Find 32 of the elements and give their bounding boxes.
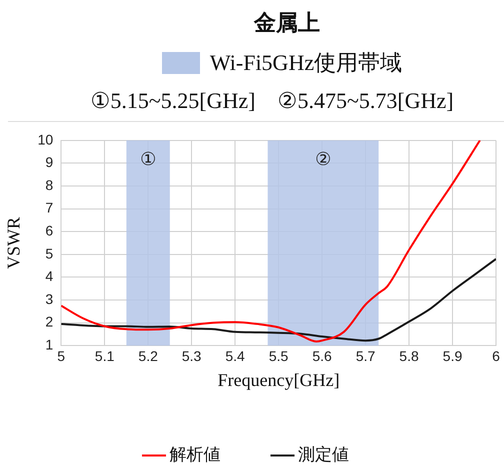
legend-label: 測定値: [298, 444, 349, 465]
y-tick-label: 5: [45, 245, 54, 262]
x-tick-label: 5.4: [225, 348, 246, 364]
text: ①5.15~5.25[GHz] ②5.475~5.73[GHz]: [89, 87, 455, 115]
x-tick-label: 5.3: [182, 348, 202, 364]
x-tick-label: 5: [57, 348, 66, 364]
x-tick-label: 5.2: [138, 348, 158, 364]
chart-title: 金属上: [252, 10, 321, 38]
y-axis-title: VSWR: [4, 216, 24, 270]
x-tick-label: 5.5: [268, 348, 289, 364]
x-tick-label: 5.1: [94, 348, 115, 364]
y-tick-label: 9: [45, 154, 54, 170]
x-tick-label: 5.6: [312, 348, 332, 364]
y-tick-label: 1: [45, 336, 54, 352]
y-tick-label: 2: [45, 314, 54, 330]
band-label: ②: [315, 149, 332, 170]
y-tick-label: 7: [45, 200, 54, 216]
y-tick-label: 4: [45, 268, 54, 284]
y-tick-label: 8: [45, 176, 54, 193]
x-tick-label: 6: [492, 348, 500, 364]
line-series: [61, 140, 481, 342]
x-tick-label: 5.8: [399, 348, 419, 364]
band-label: ①: [140, 149, 156, 170]
x-tick-label: 5.7: [356, 348, 376, 364]
x-tick-label: 5.9: [442, 348, 462, 364]
legend-label: 解析値: [170, 444, 220, 465]
line-series: [61, 258, 496, 342]
y-tick-label: 6: [45, 222, 54, 238]
y-tick-label: 10: [38, 131, 54, 148]
y-tick-label: 3: [45, 290, 54, 307]
x-axis-title: Frequency[GHz]: [218, 370, 340, 390]
chart-subtitle: Wi-Fi5GHz使用帯域: [210, 49, 402, 77]
